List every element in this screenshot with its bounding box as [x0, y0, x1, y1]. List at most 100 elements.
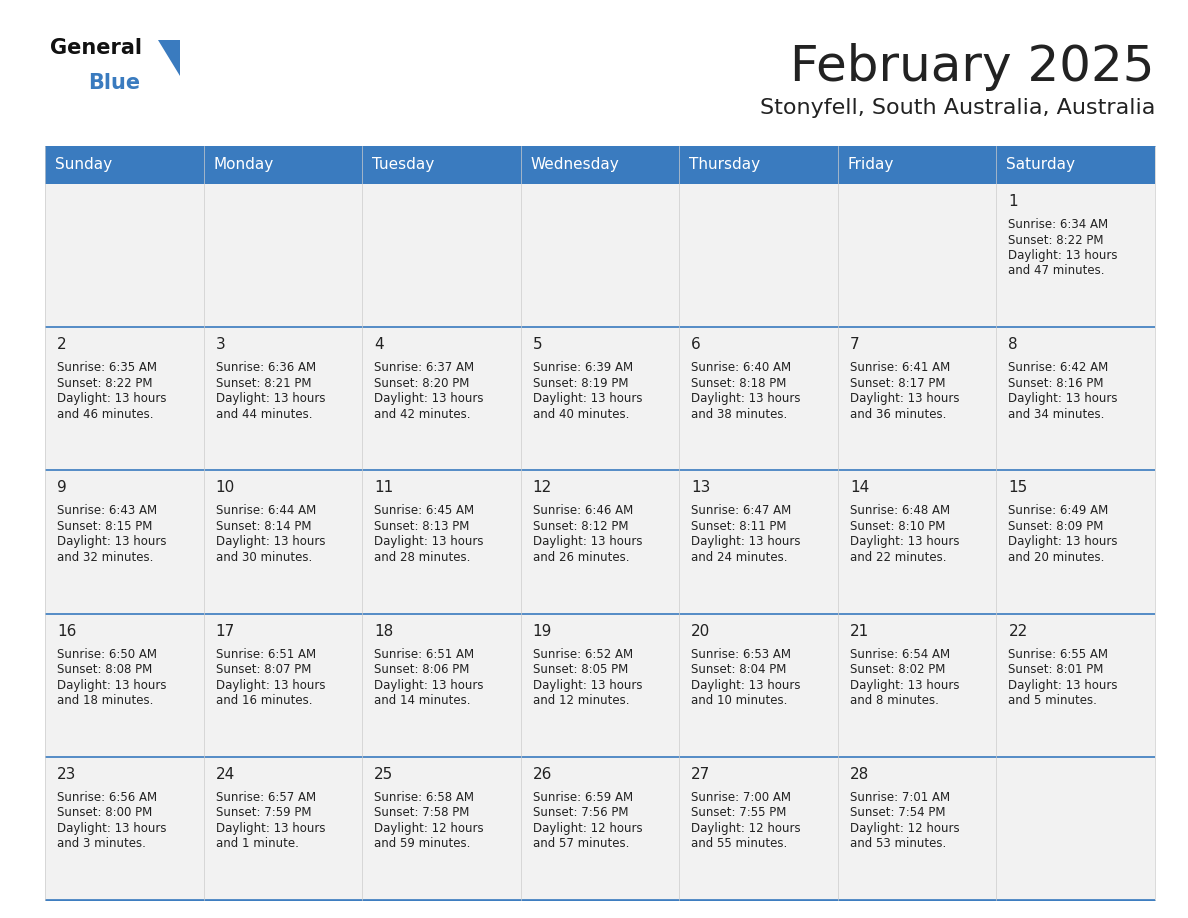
- Text: Sunrise: 7:00 AM: Sunrise: 7:00 AM: [691, 790, 791, 804]
- Bar: [203, 327, 362, 470]
- Text: and 53 minutes.: and 53 minutes.: [849, 837, 946, 850]
- Text: Daylight: 12 hours: Daylight: 12 hours: [849, 822, 960, 834]
- Bar: [520, 146, 680, 184]
- Text: and 36 minutes.: and 36 minutes.: [849, 408, 946, 420]
- Text: Sunset: 8:14 PM: Sunset: 8:14 PM: [215, 520, 311, 533]
- Text: Sunrise: 6:55 AM: Sunrise: 6:55 AM: [1009, 647, 1108, 661]
- Text: Sunrise: 6:40 AM: Sunrise: 6:40 AM: [691, 361, 791, 375]
- Text: Daylight: 13 hours: Daylight: 13 hours: [691, 392, 801, 405]
- Bar: [520, 613, 680, 756]
- Text: and 14 minutes.: and 14 minutes.: [374, 694, 470, 707]
- Text: Sunrise: 6:42 AM: Sunrise: 6:42 AM: [1009, 361, 1108, 375]
- Text: Sunrise: 6:36 AM: Sunrise: 6:36 AM: [215, 361, 316, 375]
- Text: 27: 27: [691, 767, 710, 782]
- Text: 14: 14: [849, 480, 870, 496]
- Bar: [45, 470, 203, 613]
- Text: Sunrise: 6:47 AM: Sunrise: 6:47 AM: [691, 504, 791, 518]
- Text: Daylight: 13 hours: Daylight: 13 hours: [849, 535, 960, 548]
- Text: 26: 26: [532, 767, 552, 782]
- Text: Daylight: 13 hours: Daylight: 13 hours: [374, 678, 484, 691]
- Bar: [838, 146, 997, 184]
- Bar: [203, 184, 362, 327]
- Text: and 1 minute.: and 1 minute.: [215, 837, 298, 850]
- Text: Daylight: 13 hours: Daylight: 13 hours: [691, 678, 801, 691]
- Text: Blue: Blue: [88, 73, 140, 93]
- Text: Wednesday: Wednesday: [530, 158, 619, 173]
- Text: Saturday: Saturday: [1006, 158, 1075, 173]
- Text: Daylight: 12 hours: Daylight: 12 hours: [691, 822, 801, 834]
- Text: and 47 minutes.: and 47 minutes.: [1009, 264, 1105, 277]
- Bar: [520, 184, 680, 327]
- Text: Sunrise: 6:51 AM: Sunrise: 6:51 AM: [215, 647, 316, 661]
- Text: and 8 minutes.: and 8 minutes.: [849, 694, 939, 707]
- Text: and 34 minutes.: and 34 minutes.: [1009, 408, 1105, 420]
- Text: and 40 minutes.: and 40 minutes.: [532, 408, 630, 420]
- Text: Sunset: 7:59 PM: Sunset: 7:59 PM: [215, 806, 311, 819]
- Text: 4: 4: [374, 337, 384, 353]
- Text: Sunset: 8:01 PM: Sunset: 8:01 PM: [1009, 663, 1104, 676]
- Text: and 22 minutes.: and 22 minutes.: [849, 551, 947, 564]
- Bar: [45, 184, 203, 327]
- Text: 12: 12: [532, 480, 552, 496]
- Text: General: General: [50, 38, 143, 58]
- Text: 3: 3: [215, 337, 226, 353]
- Text: 20: 20: [691, 623, 710, 639]
- Text: and 46 minutes.: and 46 minutes.: [57, 408, 153, 420]
- Text: 18: 18: [374, 623, 393, 639]
- Bar: [680, 146, 838, 184]
- Text: Daylight: 13 hours: Daylight: 13 hours: [215, 535, 326, 548]
- Bar: [997, 184, 1155, 327]
- Text: Sunset: 8:02 PM: Sunset: 8:02 PM: [849, 663, 946, 676]
- Text: Sunset: 8:22 PM: Sunset: 8:22 PM: [57, 376, 152, 390]
- Text: Sunrise: 6:52 AM: Sunrise: 6:52 AM: [532, 647, 633, 661]
- Text: Sunset: 8:12 PM: Sunset: 8:12 PM: [532, 520, 628, 533]
- Text: Daylight: 13 hours: Daylight: 13 hours: [532, 678, 643, 691]
- Text: Sunset: 8:10 PM: Sunset: 8:10 PM: [849, 520, 946, 533]
- Text: and 26 minutes.: and 26 minutes.: [532, 551, 630, 564]
- Text: Daylight: 13 hours: Daylight: 13 hours: [691, 535, 801, 548]
- Bar: [997, 146, 1155, 184]
- Text: Sunrise: 6:58 AM: Sunrise: 6:58 AM: [374, 790, 474, 804]
- Text: Stonyfell, South Australia, Australia: Stonyfell, South Australia, Australia: [759, 98, 1155, 118]
- Text: Daylight: 13 hours: Daylight: 13 hours: [1009, 392, 1118, 405]
- Text: Sunrise: 6:54 AM: Sunrise: 6:54 AM: [849, 647, 950, 661]
- Text: 15: 15: [1009, 480, 1028, 496]
- Text: 23: 23: [57, 767, 76, 782]
- Text: Sunset: 8:22 PM: Sunset: 8:22 PM: [1009, 233, 1104, 247]
- Text: 9: 9: [57, 480, 67, 496]
- Bar: [838, 613, 997, 756]
- Text: Daylight: 13 hours: Daylight: 13 hours: [57, 535, 166, 548]
- Text: Daylight: 13 hours: Daylight: 13 hours: [849, 392, 960, 405]
- Text: 16: 16: [57, 623, 76, 639]
- Text: Sunrise: 7:01 AM: Sunrise: 7:01 AM: [849, 790, 950, 804]
- Text: 5: 5: [532, 337, 543, 353]
- Text: and 32 minutes.: and 32 minutes.: [57, 551, 153, 564]
- Text: Sunset: 7:56 PM: Sunset: 7:56 PM: [532, 806, 628, 819]
- Text: Sunset: 8:15 PM: Sunset: 8:15 PM: [57, 520, 152, 533]
- Text: Sunrise: 6:35 AM: Sunrise: 6:35 AM: [57, 361, 157, 375]
- Text: and 59 minutes.: and 59 minutes.: [374, 837, 470, 850]
- Bar: [680, 184, 838, 327]
- Text: Sunset: 8:07 PM: Sunset: 8:07 PM: [215, 663, 311, 676]
- Text: 22: 22: [1009, 623, 1028, 639]
- Text: Sunrise: 6:41 AM: Sunrise: 6:41 AM: [849, 361, 950, 375]
- Bar: [203, 470, 362, 613]
- Text: Daylight: 13 hours: Daylight: 13 hours: [1009, 535, 1118, 548]
- Bar: [362, 327, 520, 470]
- Text: Sunrise: 6:49 AM: Sunrise: 6:49 AM: [1009, 504, 1108, 518]
- Text: 17: 17: [215, 623, 235, 639]
- Bar: [838, 470, 997, 613]
- Text: and 55 minutes.: and 55 minutes.: [691, 837, 788, 850]
- Bar: [680, 756, 838, 900]
- Text: Sunrise: 6:48 AM: Sunrise: 6:48 AM: [849, 504, 950, 518]
- Text: Daylight: 13 hours: Daylight: 13 hours: [532, 392, 643, 405]
- Bar: [838, 756, 997, 900]
- Bar: [362, 470, 520, 613]
- Text: Daylight: 13 hours: Daylight: 13 hours: [532, 535, 643, 548]
- Bar: [362, 756, 520, 900]
- Text: and 57 minutes.: and 57 minutes.: [532, 837, 630, 850]
- Text: Sunset: 8:21 PM: Sunset: 8:21 PM: [215, 376, 311, 390]
- Text: Sunset: 8:19 PM: Sunset: 8:19 PM: [532, 376, 628, 390]
- Text: Sunset: 8:20 PM: Sunset: 8:20 PM: [374, 376, 469, 390]
- Text: and 16 minutes.: and 16 minutes.: [215, 694, 312, 707]
